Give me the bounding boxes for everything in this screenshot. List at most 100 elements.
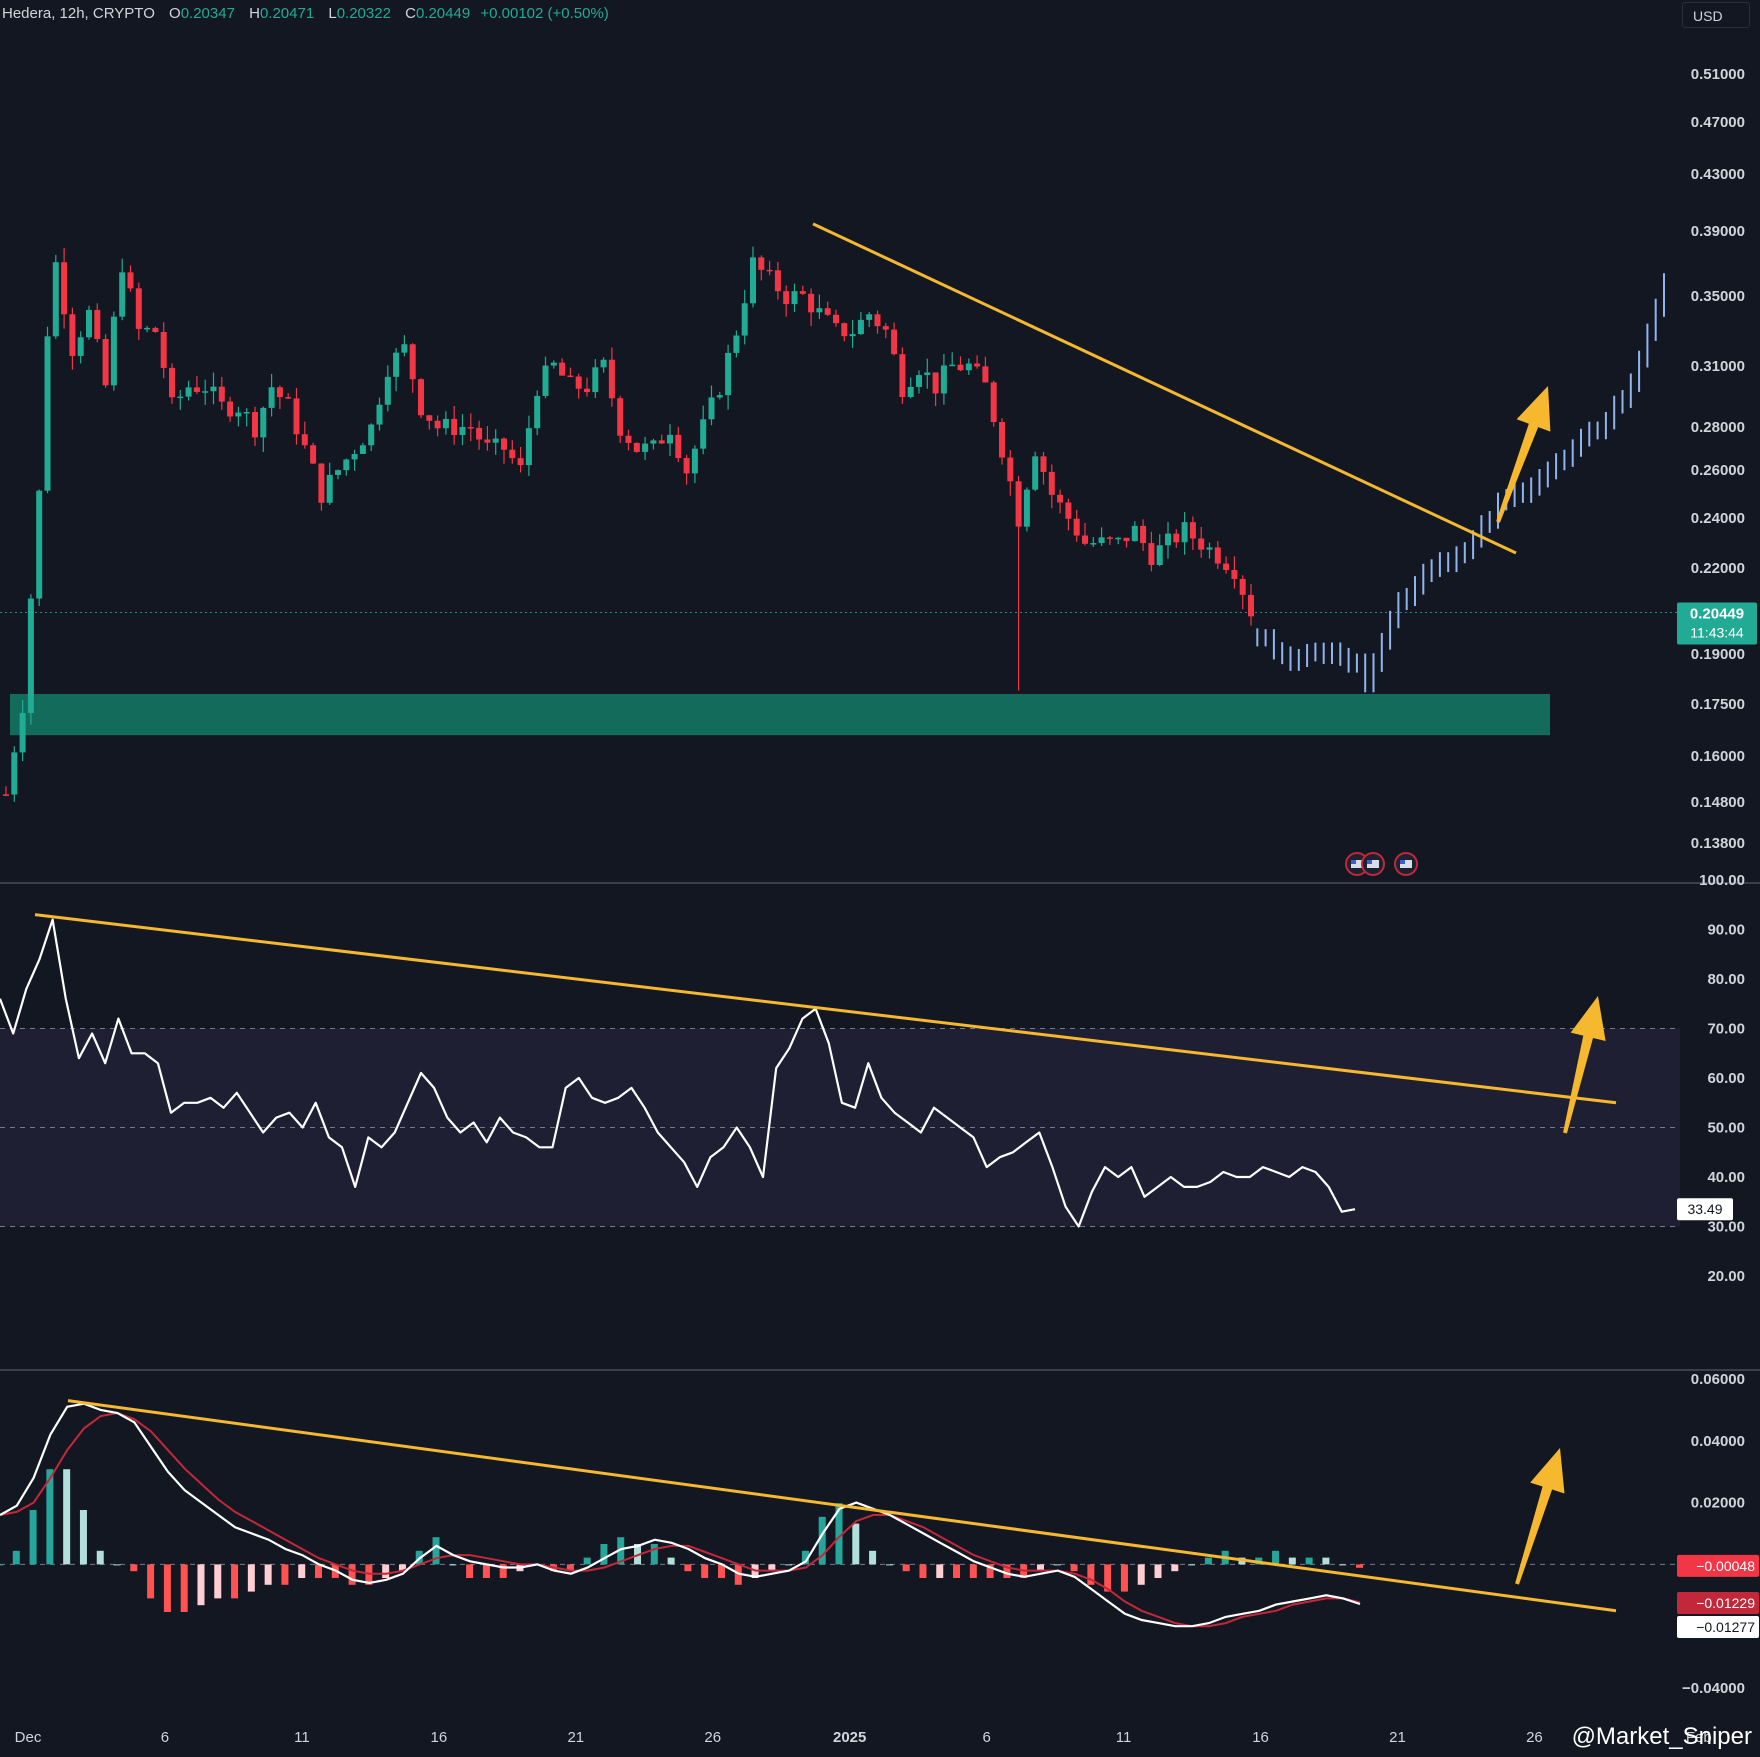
candle-body <box>467 427 474 429</box>
rsi-tick-label: 70.00 <box>1707 1021 1745 1038</box>
candle-body <box>733 335 740 353</box>
macd-signal-badge <box>1677 1592 1759 1614</box>
macd-trendline <box>67 1399 1617 1613</box>
macd-histogram-bar <box>214 1564 222 1599</box>
candle-body <box>1106 537 1113 539</box>
candle-body <box>509 449 516 459</box>
candle-body <box>1165 533 1171 546</box>
candle-body <box>451 418 458 436</box>
macd-histogram-bar <box>1036 1564 1044 1572</box>
candle-body <box>592 367 599 393</box>
macd-value: −0.01277 <box>1696 1619 1755 1635</box>
open-label: O <box>169 5 181 22</box>
event-flag-icon <box>1400 860 1405 864</box>
candle-body <box>252 412 258 438</box>
close-label: C <box>405 5 416 22</box>
candle-body <box>210 386 217 392</box>
macd-histogram-bar <box>634 1544 642 1565</box>
macd-histogram-bar <box>852 1523 860 1565</box>
macd-histogram-bar <box>869 1550 877 1565</box>
candle-body <box>235 412 242 417</box>
macd-line <box>0 1402 1361 1628</box>
candle-body <box>501 438 507 450</box>
macd-histogram-bar <box>499 1564 507 1578</box>
macd-histogram-bar <box>684 1564 692 1572</box>
candle-body <box>791 291 798 305</box>
candle-body <box>990 382 997 422</box>
rsi-tick-label: 20.00 <box>1707 1268 1745 1285</box>
macd-histogram-bar <box>936 1564 944 1578</box>
candle-body <box>1032 456 1039 490</box>
time-tick-label: 21 <box>1389 1729 1406 1746</box>
high-label: H <box>249 5 260 22</box>
candle-body <box>1156 545 1163 566</box>
rsi-tick-label: 90.00 <box>1707 922 1745 939</box>
candle-body <box>94 309 101 339</box>
price-tick-label: 0.26000 <box>1691 462 1745 479</box>
candle-body <box>534 395 541 429</box>
candle-body <box>442 418 449 429</box>
time-tick-label: 11 <box>1116 1729 1132 1746</box>
macd-histogram-bar <box>953 1564 961 1578</box>
candle-body <box>1239 578 1246 595</box>
candle-body <box>492 438 499 443</box>
price-tick-label: 0.51000 <box>1691 66 1745 83</box>
macd-signal-value: −0.01229 <box>1696 1595 1755 1611</box>
macd-histogram-bar <box>1188 1564 1196 1566</box>
candle-body <box>617 398 624 436</box>
candle-body <box>218 386 225 402</box>
change-value: +0.00102 (+0.50%) <box>480 5 609 22</box>
candle-body <box>642 443 649 452</box>
macd-histogram-bar <box>1104 1564 1112 1592</box>
candle-body <box>625 435 632 443</box>
macd-histogram-bar <box>1137 1564 1145 1585</box>
candle-body <box>1082 535 1088 544</box>
candle-body <box>1098 537 1105 544</box>
candle-body <box>517 458 524 466</box>
macd-histogram-bar <box>180 1564 188 1612</box>
candle-body <box>550 362 557 366</box>
macd-histogram-bar <box>398 1564 406 1572</box>
macd-histogram-bar <box>701 1564 709 1578</box>
candle-body <box>559 362 566 376</box>
candle-body <box>301 434 308 446</box>
candle-body <box>384 376 391 405</box>
candle-body <box>310 445 317 464</box>
candle-body <box>766 269 773 272</box>
price-tick-label: 0.13800 <box>1691 835 1745 852</box>
candle-body <box>268 387 275 408</box>
candle-body <box>1073 518 1080 536</box>
candle-body <box>276 387 283 398</box>
macd-histogram-bar <box>1171 1564 1179 1572</box>
candle-body <box>61 262 68 315</box>
price-tick-label: 0.47000 <box>1691 114 1745 131</box>
time-tick-label: Feb <box>1686 1729 1712 1746</box>
candle-body <box>774 270 781 292</box>
candle-body <box>484 439 491 443</box>
candle-body <box>658 440 665 444</box>
macd-histogram-bar <box>1356 1564 1363 1568</box>
rsi-arrow <box>1563 996 1606 1134</box>
candle-body <box>600 359 607 368</box>
event-flag-icon <box>1367 860 1372 864</box>
candle-body <box>343 459 350 471</box>
candle-body <box>326 474 333 503</box>
macd-histogram-bar <box>902 1564 910 1572</box>
macd-value-badge <box>1677 1616 1759 1638</box>
candle-body <box>27 598 34 713</box>
macd-histogram-bar <box>449 1564 457 1566</box>
candle-body <box>409 344 416 380</box>
macd-histogram-bar <box>298 1564 306 1578</box>
watermark: @Market_Sniper <box>1571 1723 1752 1750</box>
candle-body <box>949 364 956 367</box>
candle-body <box>376 404 383 425</box>
candle-body <box>135 288 142 329</box>
candle-body <box>957 364 964 371</box>
candle-body <box>716 395 723 398</box>
rsi-tick-label: 100.00 <box>1699 872 1745 889</box>
candle-body <box>1065 502 1072 519</box>
candle-body <box>567 375 574 378</box>
candle-body <box>293 398 300 435</box>
currency-button[interactable]: USD <box>1682 2 1750 28</box>
